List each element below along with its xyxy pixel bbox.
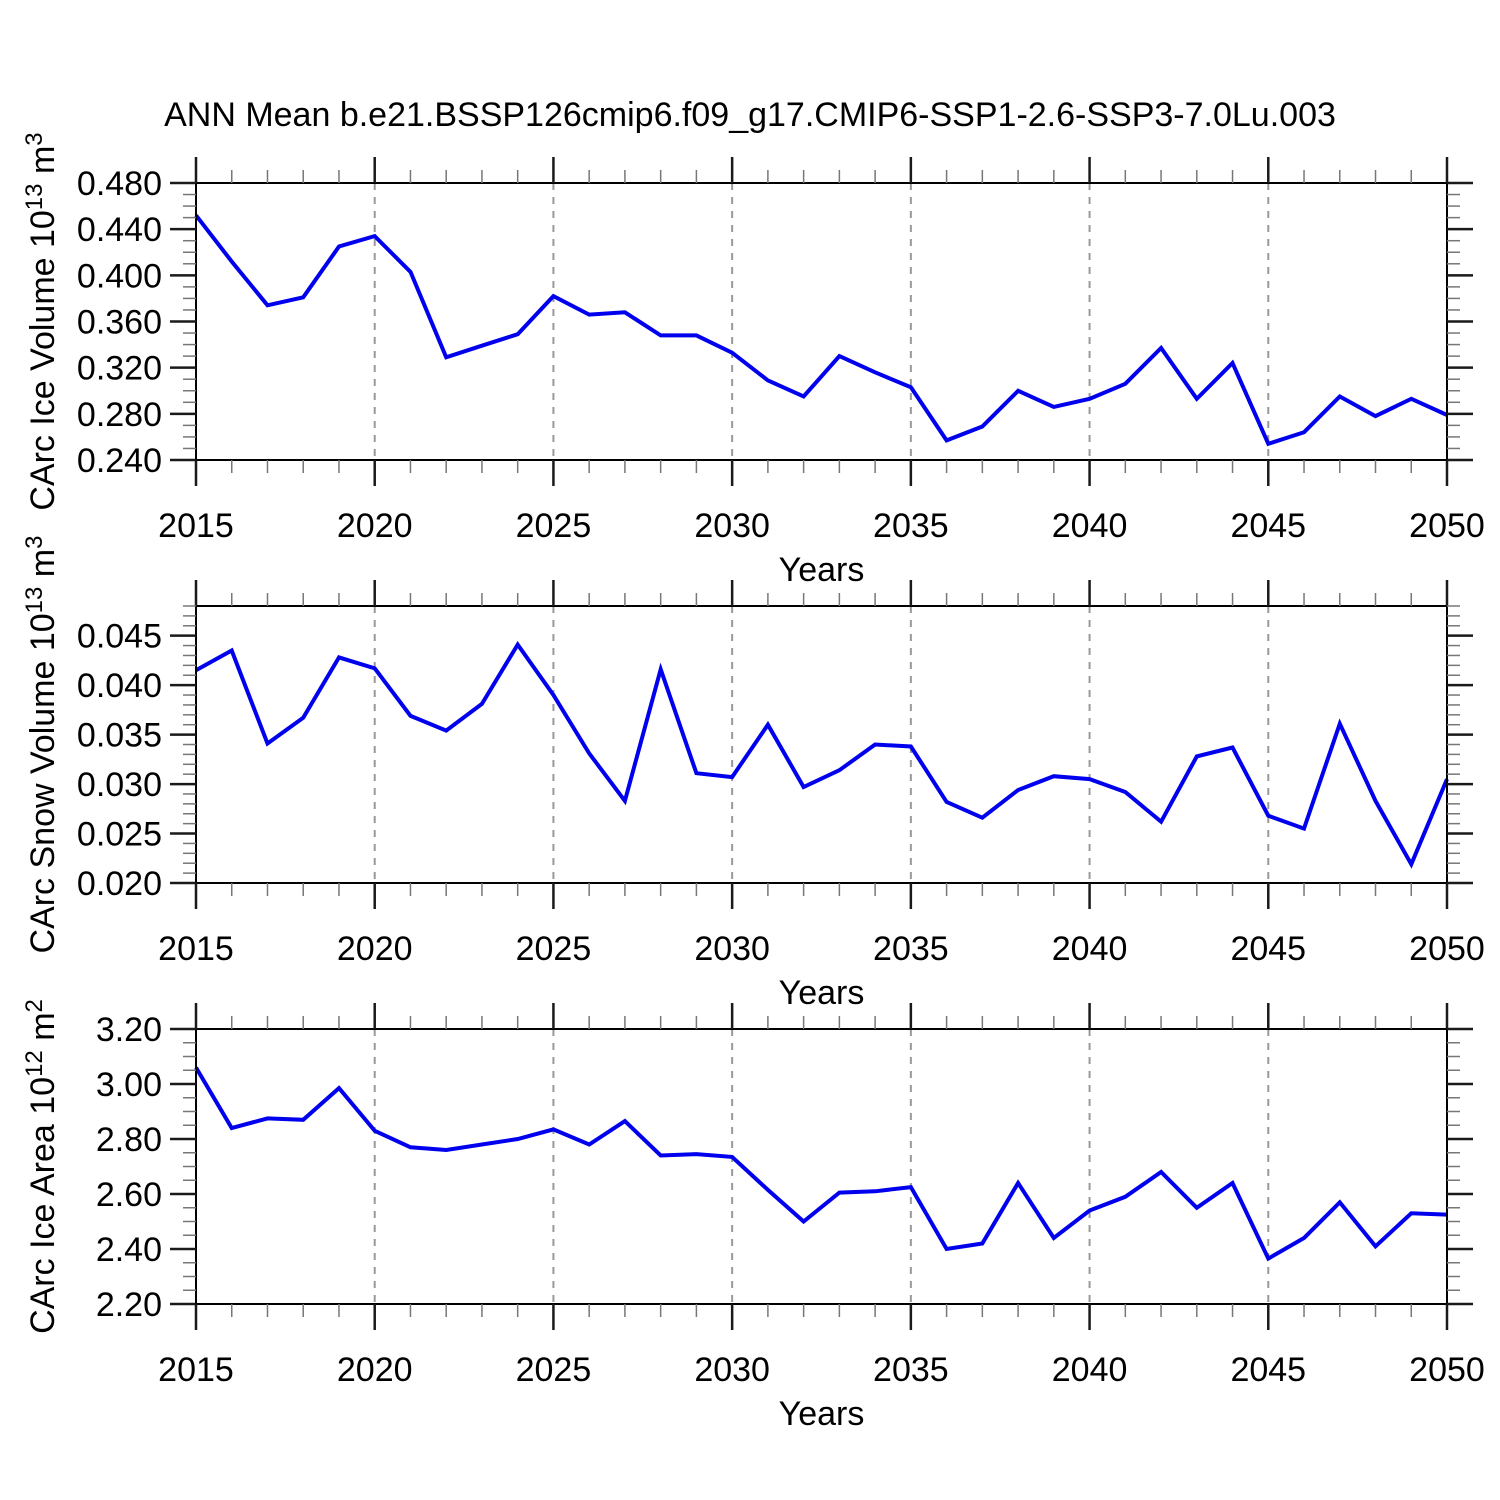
x-tick-label: 2015 [158, 930, 234, 968]
y-tick-label: 0.480 [77, 165, 162, 203]
chart-carc-ice-volume: 2015 2020 2025 2030 2035 2040 2045 2050 Years 0.2… [21, 132, 1485, 589]
x-tick-label: 2020 [337, 507, 413, 545]
y-axis-title-text: CArc Ice Area 10 [24, 1077, 62, 1334]
carc-ice-volume-series-line [194, 214, 1448, 447]
y-tick-label: 0.240 [77, 442, 162, 480]
x-tick-label: 2020 [337, 930, 413, 968]
x-tick-label: 2045 [1230, 930, 1306, 968]
x-axis-title: Years [779, 974, 865, 1012]
y-axis-title-text: CArc Snow Volume 10 [24, 613, 62, 953]
x-tick-label: 2035 [873, 1351, 949, 1389]
y-tick-label: 3.20 [96, 1011, 162, 1049]
y-tick-label: 2.40 [96, 1231, 162, 1269]
y-axis-title-superscript: 13 [21, 587, 48, 614]
y-axis-title-superscript: 3 [21, 132, 48, 145]
carc-snow-volume-series-line [195, 640, 1449, 869]
x-tick-label: 2025 [516, 507, 592, 545]
y-axis-title: CArc Ice Volume 1013 m3 [21, 132, 62, 510]
y-axis-title-superscript: 12 [21, 1050, 48, 1077]
x-tick-label: 2040 [1052, 1351, 1128, 1389]
y-axis-title: CArc Ice Area 1012 m2 [21, 999, 62, 1334]
carc-ice-area-series-line [194, 1066, 1448, 1262]
y-tick-label: 2.80 [96, 1121, 162, 1159]
x-tick-label: 2025 [516, 1351, 592, 1389]
y-tick-label: 2.60 [96, 1176, 162, 1214]
x-tick-label: 2025 [516, 930, 592, 968]
y-tick-label: 3.00 [96, 1066, 162, 1104]
y-tick-label: 0.440 [77, 211, 162, 249]
y-axis-title-text: m [24, 549, 62, 587]
y-tick-label: 0.030 [77, 766, 162, 804]
y-axis-title-text: m [24, 1012, 62, 1050]
y-tick-label: 0.280 [77, 396, 162, 434]
y-axis-title-text: CArc Ice Volume 10 [24, 210, 62, 510]
y-tick-label: 2.20 [96, 1286, 162, 1324]
x-tick-label: 2035 [873, 930, 949, 968]
x-tick-label: 2030 [694, 507, 770, 545]
x-tick-label: 2045 [1230, 1351, 1306, 1389]
y-tick-label: 0.025 [77, 816, 162, 854]
y-tick-label: 0.035 [77, 717, 162, 755]
x-tick-label: 2015 [158, 1351, 234, 1389]
y-axis-title-text: m [24, 146, 62, 184]
chart-carc-ice-area: 2015 2020 2025 2030 2035 2040 2045 2050 Years 2.2… [21, 999, 1485, 1433]
x-tick-label: 2030 [694, 1351, 770, 1389]
x-tick-label: 2030 [694, 930, 770, 968]
y-tick-label: 0.045 [77, 618, 162, 656]
x-tick-label: 2015 [158, 507, 234, 545]
x-tick-label: 2040 [1052, 507, 1128, 545]
y-tick-label: 0.320 [77, 350, 162, 388]
chart-title: ANN Mean b.e21.BSSP126cmip6.f09_g17.CMIP… [164, 96, 1336, 134]
y-tick-label: 0.400 [77, 257, 162, 295]
y-tick-label: 0.020 [77, 865, 162, 903]
x-tick-label: 2020 [337, 1351, 413, 1389]
y-axis-title: CArc Snow Volume 1013 m3 [21, 535, 62, 953]
y-axis-title-superscript: 3 [21, 535, 48, 548]
x-tick-label: 2050 [1409, 930, 1485, 968]
chart-carc-snow-volume: 2015 2020 2025 2030 2035 2040 2045 2050 Years 0.0… [21, 535, 1485, 1012]
x-tick-label: 2050 [1409, 1351, 1485, 1389]
y-axis-title-superscript: 2 [21, 999, 48, 1012]
x-axis-title: Years [779, 551, 865, 589]
y-tick-label: 0.360 [77, 304, 162, 342]
y-axis-title-superscript: 13 [21, 183, 48, 210]
x-tick-label: 2040 [1052, 930, 1128, 968]
x-axis-title: Years [779, 1395, 865, 1433]
y-tick-label: 0.040 [77, 667, 162, 705]
x-tick-label: 2035 [873, 507, 949, 545]
x-tick-label: 2045 [1230, 507, 1306, 545]
x-tick-label: 2050 [1409, 507, 1485, 545]
